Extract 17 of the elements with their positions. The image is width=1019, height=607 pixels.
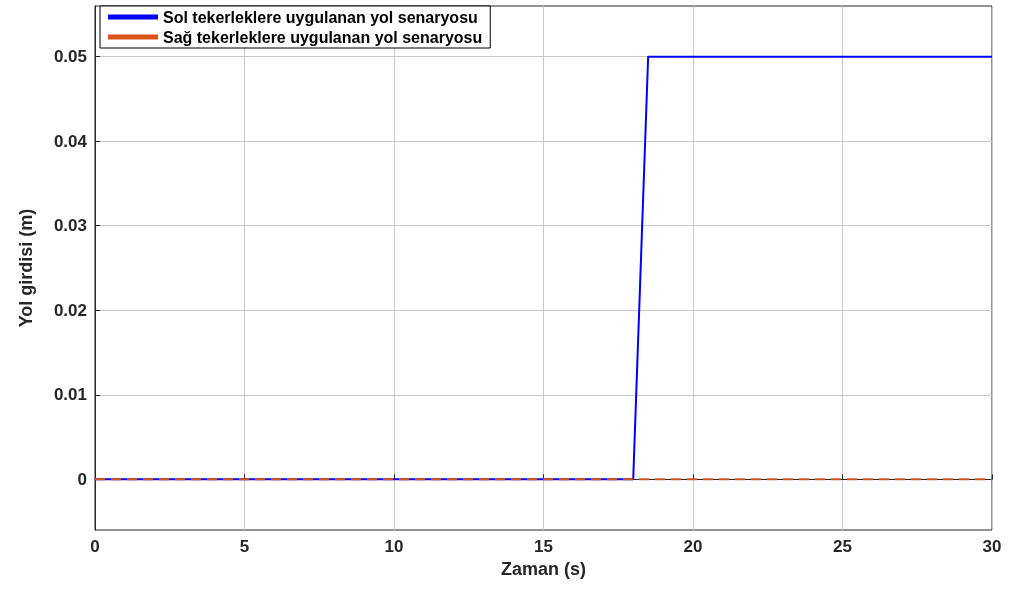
y-tick-label: 0.04: [53, 131, 88, 151]
legend-label: Sol tekerleklere uygulanan yol senaryosu: [163, 8, 478, 26]
y-tick-label: 0: [77, 469, 87, 489]
x-tick-label: 10: [384, 537, 404, 556]
x-axis-title: Zaman (s): [500, 559, 587, 579]
legend-label: Sağ tekerleklere uygulanan yol senaryosu: [163, 28, 483, 46]
y-tick-label: 0.01: [53, 385, 87, 405]
x-tick-label: 5: [239, 537, 250, 556]
y-tick-label: 0.03: [53, 216, 87, 236]
y-tick-label: 0.05: [53, 47, 87, 67]
x-tick-label: 15: [534, 537, 553, 556]
x-tick-label: 30: [982, 537, 1002, 556]
x-tick-label: 20: [683, 537, 703, 556]
x-tick-label: 25: [833, 537, 852, 556]
x-tick-label: 0: [90, 537, 100, 556]
y-axis-title: Yol girdisi (m): [16, 208, 36, 328]
y-tick-label: 0.02: [53, 300, 87, 320]
